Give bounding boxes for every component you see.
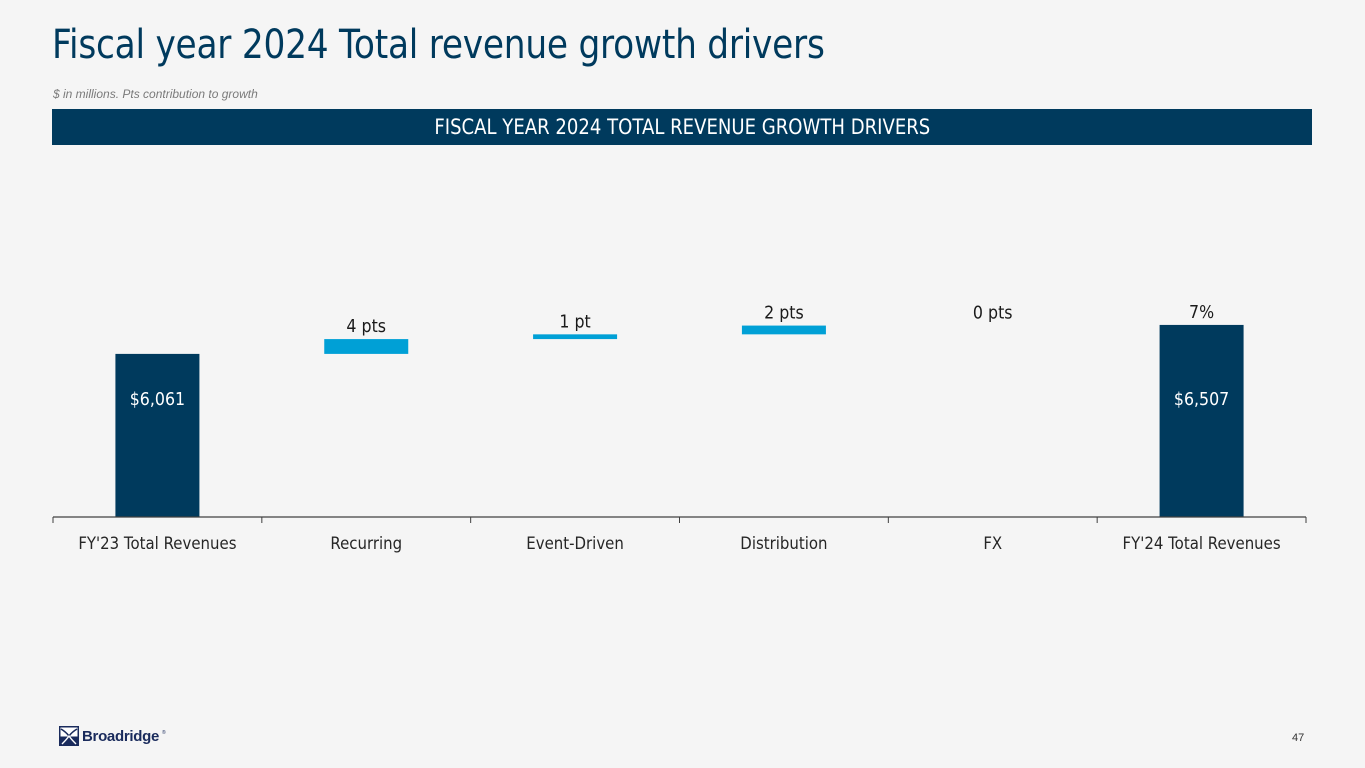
broadridge-logo-icon bbox=[59, 726, 79, 746]
broadridge-logo-text: Broadridge bbox=[82, 727, 160, 745]
chart-banner-text: FISCAL YEAR 2024 TOTAL REVENUE GROWTH DR… bbox=[434, 115, 930, 139]
bar-event-driven bbox=[533, 334, 618, 340]
x-tick-label-fx: FX bbox=[983, 533, 1002, 553]
page-number: 47 bbox=[1292, 732, 1305, 744]
value-label-fy-24-total-revenues: $6,507 bbox=[1174, 388, 1229, 409]
top-label-event-driven: 1 pt bbox=[559, 310, 591, 331]
x-tick-label-event-driven: Event-Driven bbox=[526, 533, 624, 553]
x-tick-label-distribution: Distribution bbox=[740, 533, 827, 553]
slide-title: Fiscal year 2024 Total revenue growth dr… bbox=[52, 22, 825, 68]
x-tick-label-recurring: Recurring bbox=[330, 533, 402, 553]
x-tick-label-fy-24-total-revenues: FY'24 Total Revenues bbox=[1122, 533, 1280, 553]
top-label-fx: 0 pts bbox=[973, 302, 1013, 323]
broadridge-logo: Broadridge ® bbox=[59, 726, 166, 746]
top-label-fy-24-total-revenues: 7% bbox=[1189, 301, 1214, 322]
bar-fy-23-total-revenues bbox=[115, 353, 200, 517]
x-tick-label-fy-23-total-revenues: FY'23 Total Revenues bbox=[78, 533, 236, 553]
value-label-fy-23-total-revenues: $6,061 bbox=[130, 388, 185, 409]
top-label-distribution: 2 pts bbox=[764, 302, 804, 323]
chart-banner: FISCAL YEAR 2024 TOTAL REVENUE GROWTH DR… bbox=[52, 109, 1312, 145]
trademark-mark: ® bbox=[162, 730, 166, 736]
top-label-recurring: 4 pts bbox=[346, 315, 386, 336]
bar-distribution bbox=[741, 325, 826, 335]
bar-fy-24-total-revenues bbox=[1159, 324, 1244, 517]
bar-recurring bbox=[324, 339, 409, 354]
slide-subtitle: $ in millions. Pts contribution to growt… bbox=[53, 87, 258, 101]
